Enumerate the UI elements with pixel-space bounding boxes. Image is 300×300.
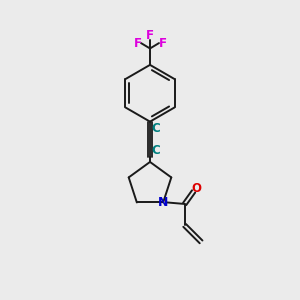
Text: N: N xyxy=(158,196,168,209)
Text: C: C xyxy=(152,122,160,135)
Text: O: O xyxy=(191,182,201,195)
Text: C: C xyxy=(152,144,160,158)
Text: F: F xyxy=(134,37,142,50)
Text: F: F xyxy=(158,37,166,50)
Text: F: F xyxy=(146,29,154,42)
